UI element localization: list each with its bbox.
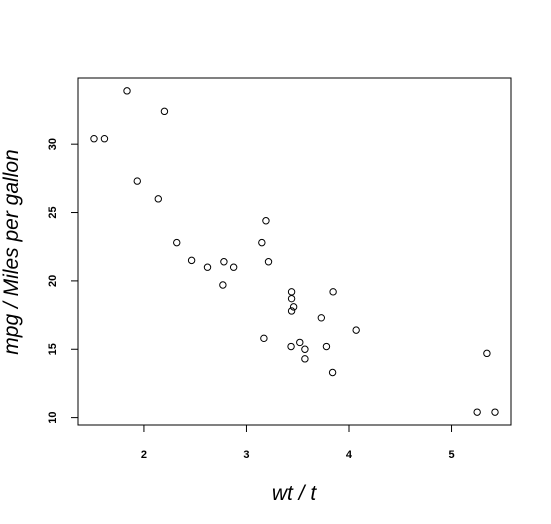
point: [301, 345, 309, 353]
x-axis-label: wt / t: [272, 482, 318, 505]
point: [352, 326, 360, 334]
point: [301, 355, 309, 363]
y-tick-label: 15: [47, 343, 59, 355]
point: [220, 258, 228, 266]
point: [229, 263, 238, 271]
point: [123, 87, 131, 95]
point: [133, 177, 141, 185]
point: [329, 288, 337, 296]
point: [160, 107, 169, 116]
y-tick-label: 10: [47, 411, 59, 423]
point: [187, 256, 196, 265]
y-tick-label: 30: [47, 138, 59, 150]
point: [289, 303, 298, 311]
plot-box: [77, 77, 512, 426]
point: [154, 195, 162, 203]
y-axis-label: mpg / Miles per gallon: [0, 149, 23, 354]
point: [287, 307, 296, 315]
point: [491, 408, 499, 416]
point: [473, 408, 481, 416]
point: [262, 217, 270, 225]
y-tick-label: 20: [47, 275, 59, 287]
point: [264, 258, 273, 266]
x-tick-label: 4: [346, 449, 353, 461]
point: [317, 314, 326, 322]
point: [173, 238, 181, 247]
x-tick-label: 2: [141, 449, 147, 461]
point: [100, 135, 109, 143]
x-tick-label: 5: [448, 449, 454, 461]
point: [219, 281, 227, 289]
y-tick-label: 25: [47, 206, 59, 218]
point: [296, 338, 304, 347]
point: [322, 342, 331, 351]
point: [483, 349, 491, 358]
point: [90, 135, 98, 143]
point: [287, 288, 296, 296]
point: [260, 334, 268, 343]
point: [258, 238, 266, 247]
point: [287, 294, 296, 303]
point: [328, 368, 337, 377]
point: [203, 263, 212, 271]
x-tick-label: 3: [243, 449, 249, 461]
point: [287, 342, 295, 351]
